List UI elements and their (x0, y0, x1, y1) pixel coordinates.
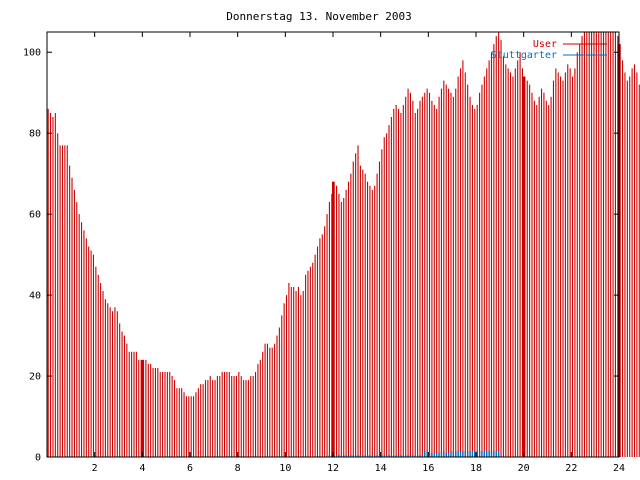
x-tick-label: 12 (327, 463, 339, 474)
y-tick-label: 40 (29, 291, 41, 302)
x-tick-label: 2 (92, 463, 98, 474)
chart-title: Donnerstag 13. November 2003 (226, 10, 411, 23)
x-tick-label: 14 (375, 463, 387, 474)
x-tick-label: 18 (470, 463, 482, 474)
x-tick-label: 24 (613, 463, 625, 474)
y-tick-label: 20 (29, 372, 41, 383)
legend: User Stuttgarter (491, 39, 607, 61)
emphasis-lines (141, 44, 620, 457)
y-tick-label: 80 (29, 129, 41, 140)
x-tick-label: 4 (139, 463, 145, 474)
legend-label-user: User (533, 39, 557, 50)
y-tick-label: 100 (23, 48, 41, 59)
x-tick-label: 10 (279, 463, 291, 474)
x-tick-label: 8 (235, 463, 241, 474)
x-tick-label: 16 (422, 463, 434, 474)
x-tick-label: 20 (518, 463, 530, 474)
series-user (47, 32, 640, 457)
y-tick-label: 60 (29, 210, 41, 221)
bars-layer (47, 32, 640, 457)
y-tick-label: 0 (35, 453, 41, 464)
x-tick-label: 6 (187, 463, 193, 474)
x-tick-label: 22 (565, 463, 577, 474)
legend-label-stuttgarter: Stuttgarter (491, 50, 557, 61)
series-stuttgarter (328, 450, 500, 457)
